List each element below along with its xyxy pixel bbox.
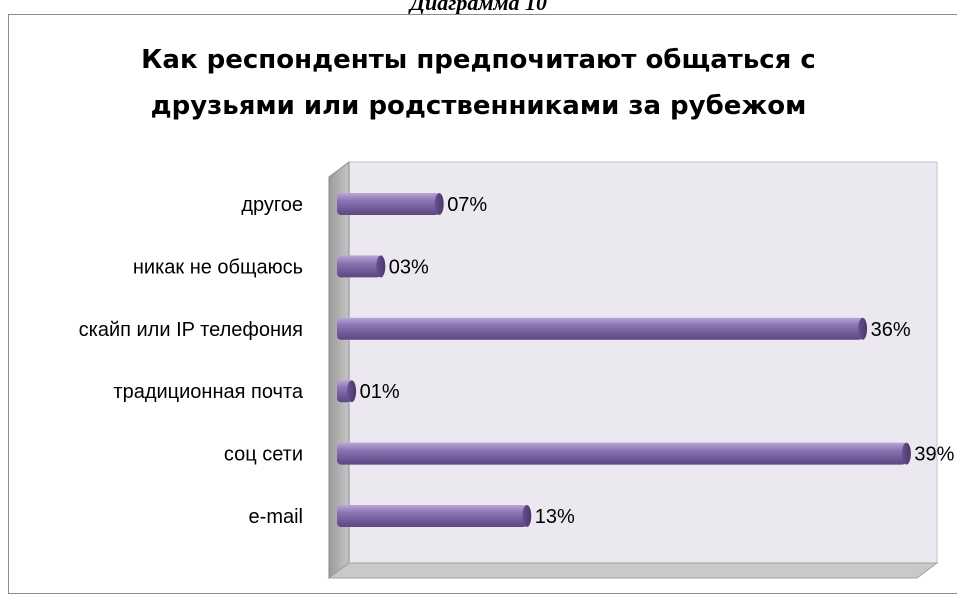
value-label-3: 01% — [360, 381, 400, 403]
bar-cap-2 — [858, 317, 868, 340]
category-label-0: другое — [241, 194, 303, 216]
category-label-1: никак не общаюсь — [133, 256, 303, 278]
value-label-2: 36% — [871, 319, 911, 341]
bar-cap-0 — [434, 193, 444, 215]
value-labels: 07% 03% 36% 01% 39% 13% — [360, 194, 955, 528]
chart-title-line-1: Как респонденты предпочитают общаться с — [141, 45, 816, 75]
value-label-4: 39% — [914, 444, 954, 466]
bars-group — [337, 193, 911, 527]
category-label-5: e-mail — [249, 506, 303, 528]
chart-title: Как респонденты предпочитают общаться с … — [0, 37, 957, 129]
value-label-1: 03% — [389, 256, 429, 278]
value-label-5: 13% — [535, 506, 575, 528]
chart-title-line-2: друзьями или родственниками за рубежом — [150, 91, 807, 121]
bar-chart-plot: другое никак не общаюсь скайп или IP телеф… — [79, 161, 955, 579]
bar-1 — [337, 255, 381, 278]
bar-cap-3 — [347, 380, 357, 403]
bar-2 — [337, 317, 863, 340]
back-wall — [348, 161, 938, 564]
bar-4 — [337, 442, 907, 465]
category-label-2: скайп или IP телефония — [79, 319, 303, 341]
floor — [327, 562, 939, 579]
bar-5 — [337, 505, 527, 527]
bar-cap-5 — [522, 505, 532, 527]
bar-cap-1 — [376, 255, 386, 278]
figure-caption: Диаграмма 10 — [409, 0, 548, 15]
bar-cap-4 — [901, 442, 911, 465]
category-label-4: соц сети — [224, 444, 303, 466]
bar-0 — [337, 193, 440, 215]
category-label-3: традиционная почта — [113, 381, 303, 403]
category-labels: другое никак не общаюсь скайп или IP телеф… — [79, 194, 304, 528]
value-label-0: 07% — [447, 194, 487, 216]
